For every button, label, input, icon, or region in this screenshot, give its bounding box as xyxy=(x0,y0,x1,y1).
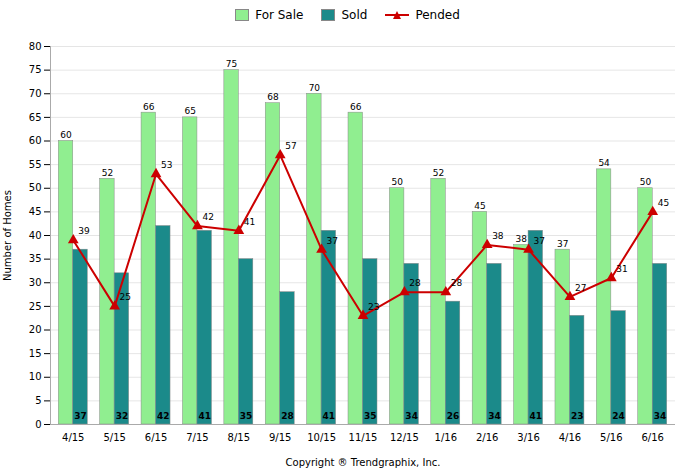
svg-text:11/15: 11/15 xyxy=(349,432,378,443)
svg-text:41: 41 xyxy=(198,411,211,421)
html-text:For Sale: For Sale xyxy=(255,8,304,22)
svg-text:66: 66 xyxy=(143,102,155,112)
svg-text:6/15: 6/15 xyxy=(145,432,167,443)
svg-text:45: 45 xyxy=(658,198,669,208)
svg-text:70: 70 xyxy=(29,88,42,99)
svg-text:0: 0 xyxy=(35,419,41,430)
svg-text:31: 31 xyxy=(616,264,627,274)
svg-text:52: 52 xyxy=(433,168,444,178)
svg-text:5/15: 5/15 xyxy=(103,432,125,443)
svg-text:32: 32 xyxy=(116,411,129,421)
svg-text:54: 54 xyxy=(598,158,610,168)
svg-text:65: 65 xyxy=(29,112,42,123)
svg-text:41: 41 xyxy=(530,411,543,421)
svg-text:75: 75 xyxy=(226,59,237,69)
svg-text:38: 38 xyxy=(492,231,504,241)
svg-text:Number of Homes: Number of Homes xyxy=(2,190,13,281)
svg-text:7/15: 7/15 xyxy=(186,432,208,443)
svg-text:60: 60 xyxy=(29,135,42,146)
svg-text:23: 23 xyxy=(571,411,584,421)
svg-text:28: 28 xyxy=(409,278,421,288)
svg-text:5/16: 5/16 xyxy=(600,432,622,443)
svg-text:35: 35 xyxy=(29,253,42,264)
svg-text:45: 45 xyxy=(29,206,42,217)
svg-text:35: 35 xyxy=(364,411,377,421)
svg-text:70: 70 xyxy=(309,83,321,93)
svg-text:2/16: 2/16 xyxy=(476,432,498,443)
svg-text:10/15: 10/15 xyxy=(307,432,336,443)
svg-text:28: 28 xyxy=(451,278,463,288)
svg-text:27: 27 xyxy=(575,283,586,293)
svg-text:24: 24 xyxy=(612,411,625,421)
svg-text:34: 34 xyxy=(654,411,667,421)
svg-text:50: 50 xyxy=(391,177,403,187)
svg-text:9/15: 9/15 xyxy=(269,432,291,443)
svg-text:5: 5 xyxy=(35,395,41,406)
svg-text:39: 39 xyxy=(78,226,90,236)
svg-text:34: 34 xyxy=(405,411,418,421)
svg-text:37: 37 xyxy=(557,239,568,249)
svg-text:50: 50 xyxy=(29,182,42,193)
svg-text:25: 25 xyxy=(120,292,131,302)
svg-text:41: 41 xyxy=(244,217,255,227)
svg-text:55: 55 xyxy=(29,159,42,170)
svg-text:3/16: 3/16 xyxy=(517,432,539,443)
svg-text:80: 80 xyxy=(29,41,42,52)
svg-text:42: 42 xyxy=(202,212,213,222)
svg-text:52: 52 xyxy=(102,168,113,178)
svg-text:10: 10 xyxy=(29,371,42,382)
svg-text:4/15: 4/15 xyxy=(62,432,84,443)
svg-text:66: 66 xyxy=(350,102,362,112)
svg-text:20: 20 xyxy=(29,324,42,335)
svg-text:45: 45 xyxy=(474,201,485,211)
svg-text:1/16: 1/16 xyxy=(435,432,457,443)
svg-text:26: 26 xyxy=(447,411,460,421)
svg-text:53: 53 xyxy=(161,160,172,170)
svg-text:68: 68 xyxy=(267,92,279,102)
svg-text:6/16: 6/16 xyxy=(642,432,664,443)
html-text:Pended: Pended xyxy=(415,8,460,22)
svg-text:38: 38 xyxy=(516,234,528,244)
svg-text:37: 37 xyxy=(74,411,87,421)
svg-text:40: 40 xyxy=(29,230,42,241)
svg-text:28: 28 xyxy=(281,411,294,421)
svg-text:30: 30 xyxy=(29,277,42,288)
svg-text:15: 15 xyxy=(29,348,42,359)
svg-text:41: 41 xyxy=(323,411,336,421)
svg-text:57: 57 xyxy=(285,141,296,151)
svg-text:65: 65 xyxy=(184,106,195,116)
svg-text:8/15: 8/15 xyxy=(228,432,250,443)
svg-text:60: 60 xyxy=(60,130,72,140)
svg-text:Copyright ® Trendgraphix, Inc.: Copyright ® Trendgraphix, Inc. xyxy=(286,457,441,468)
svg-text:42: 42 xyxy=(157,411,170,421)
html-text:Sold: Sold xyxy=(341,8,368,22)
svg-text:25: 25 xyxy=(29,301,42,312)
svg-text:35: 35 xyxy=(240,411,253,421)
svg-text:75: 75 xyxy=(29,64,42,75)
svg-text:50: 50 xyxy=(640,177,652,187)
svg-text:23: 23 xyxy=(368,302,379,312)
svg-text:4/16: 4/16 xyxy=(559,432,581,443)
svg-text:34: 34 xyxy=(488,411,501,421)
svg-text:37: 37 xyxy=(327,236,338,246)
svg-text:37: 37 xyxy=(534,236,545,246)
svg-text:12/15: 12/15 xyxy=(390,432,419,443)
